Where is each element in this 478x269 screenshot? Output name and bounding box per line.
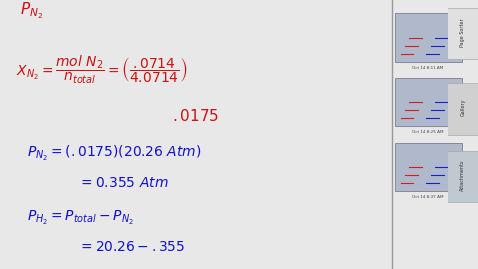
FancyBboxPatch shape	[446, 151, 478, 202]
FancyBboxPatch shape	[395, 78, 462, 126]
FancyBboxPatch shape	[395, 143, 462, 191]
Text: $\mathit{P}_{N_2}$: $\mathit{P}_{N_2}$	[20, 1, 43, 21]
Text: $\mathit{P}_{H_2} = \mathit{P}_{total} - \mathit{P}_{N_2}$: $\mathit{P}_{H_2} = \mathit{P}_{total} -…	[27, 209, 134, 227]
Text: $= 0.355\ Atm$: $= 0.355\ Atm$	[78, 176, 169, 190]
Text: $.0175$: $.0175$	[173, 108, 220, 124]
FancyBboxPatch shape	[446, 83, 478, 134]
Text: Oct 14 8:37 AM: Oct 14 8:37 AM	[413, 195, 444, 199]
FancyBboxPatch shape	[446, 8, 478, 59]
Text: Page Sorter: Page Sorter	[460, 18, 466, 47]
Text: Gallery: Gallery	[460, 99, 466, 116]
Text: $= 20.26 - .355$: $= 20.26 - .355$	[78, 240, 186, 254]
FancyBboxPatch shape	[395, 13, 462, 62]
Text: Oct 14 8:11 AM: Oct 14 8:11 AM	[413, 66, 444, 70]
Text: Oct 14 8:25 AM: Oct 14 8:25 AM	[413, 130, 444, 134]
Text: $\mathit{X}_{N_2} = \dfrac{mol\ N_2}{n_{total}} = \left(\dfrac{.0714}{4.0714}\ri: $\mathit{X}_{N_2} = \dfrac{mol\ N_2}{n_{…	[16, 54, 187, 86]
Text: Attachments: Attachments	[460, 159, 466, 191]
Text: $\mathit{P}_{N_2} = (.0175)(20.26\ Atm)$: $\mathit{P}_{N_2} = (.0175)(20.26\ Atm)$	[27, 144, 202, 163]
